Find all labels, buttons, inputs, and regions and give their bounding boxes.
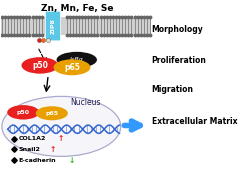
Ellipse shape bbox=[56, 52, 97, 68]
Ellipse shape bbox=[21, 57, 58, 74]
Ellipse shape bbox=[53, 59, 90, 75]
Ellipse shape bbox=[36, 106, 68, 120]
Ellipse shape bbox=[7, 105, 39, 120]
FancyBboxPatch shape bbox=[1, 17, 150, 35]
Text: ↑: ↑ bbox=[49, 145, 56, 154]
Ellipse shape bbox=[2, 96, 120, 156]
Text: Migration: Migration bbox=[151, 85, 193, 94]
Text: ↓: ↓ bbox=[68, 156, 75, 165]
Text: ZIP8: ZIP8 bbox=[50, 18, 55, 34]
Text: ↑: ↑ bbox=[57, 134, 64, 143]
Text: Extracellular Matrix: Extracellular Matrix bbox=[151, 117, 236, 126]
Text: Proliferation: Proliferation bbox=[151, 56, 206, 65]
Text: p65: p65 bbox=[64, 63, 80, 72]
Text: COL1A2: COL1A2 bbox=[18, 136, 46, 141]
Text: p50: p50 bbox=[32, 61, 48, 70]
Text: IκBα: IκBα bbox=[70, 57, 83, 62]
Text: Nucleus: Nucleus bbox=[70, 98, 100, 107]
Text: Zn, Mn, Fe, Se: Zn, Mn, Fe, Se bbox=[40, 5, 113, 13]
Text: Morphology: Morphology bbox=[151, 25, 203, 34]
Text: p50: p50 bbox=[17, 110, 30, 115]
Text: E-cadherin: E-cadherin bbox=[18, 158, 56, 163]
FancyBboxPatch shape bbox=[45, 11, 60, 41]
Text: p65: p65 bbox=[45, 111, 58, 116]
Text: Snail2: Snail2 bbox=[18, 147, 40, 152]
